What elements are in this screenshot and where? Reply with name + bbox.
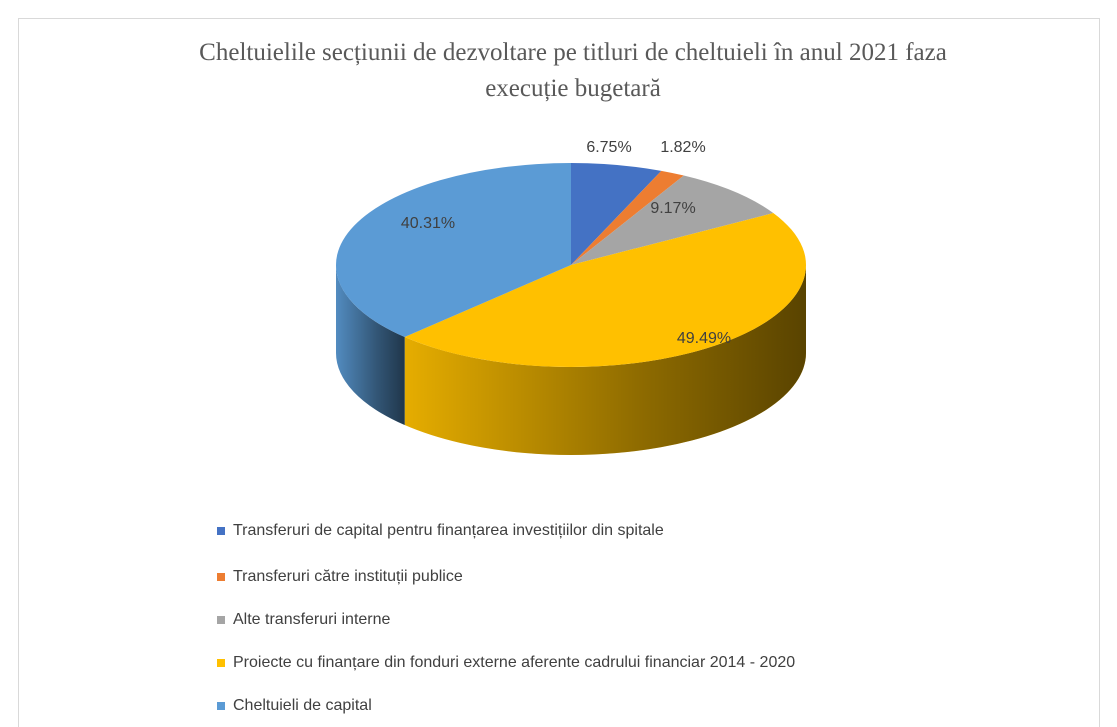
slice: [336, 163, 571, 338]
legend-label: Transferuri către instituții publice: [233, 568, 463, 585]
chart-title-line: execuție bugetară: [485, 75, 661, 102]
legend-label: Cheltuieli de capital: [233, 697, 372, 714]
slice: [571, 163, 662, 265]
legend-label: Transferuri de capital pentru finanțarea…: [233, 522, 664, 539]
data-label: 49.49%: [677, 330, 731, 347]
data-label: 9.17%: [650, 200, 695, 217]
slice: [571, 170, 684, 265]
pie: 6.75% 1.82% 9.17% 49.49% 40.31%: [336, 139, 806, 455]
legend-swatch: [217, 573, 225, 581]
data-label: 6.75%: [586, 139, 631, 156]
legend: Transferuri de capital pentru finanțarea…: [217, 522, 795, 714]
legend-swatch: [217, 659, 225, 667]
data-label: 1.82%: [660, 139, 705, 156]
slice: [404, 213, 806, 368]
legend-swatch: [217, 527, 225, 535]
chart-title-line: Cheltuielile secțiunii de dezvoltare pe …: [199, 39, 947, 66]
legend-swatch: [217, 616, 225, 624]
slice: [571, 175, 774, 265]
legend-label: Proiecte cu finanțare din fonduri extern…: [233, 654, 795, 671]
legend-label: Alte transferuri interne: [233, 611, 391, 628]
data-label: 40.31%: [401, 215, 455, 232]
slice-side-shade: [404, 265, 806, 455]
legend-swatch: [217, 702, 225, 710]
slice-side-shade: [336, 265, 405, 426]
